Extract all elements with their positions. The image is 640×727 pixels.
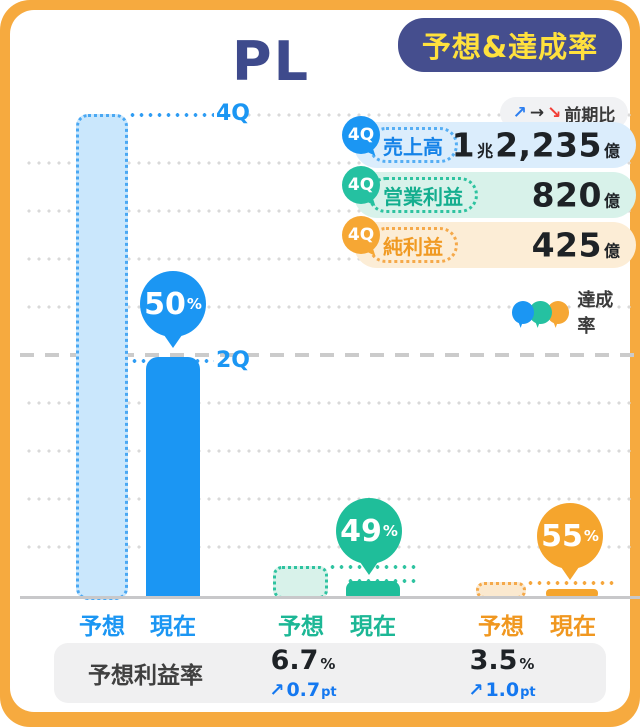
- page-title: PL: [232, 30, 310, 93]
- achievement-bubble-operating: 49 %: [336, 498, 402, 564]
- stat-value-sales: 1 兆 2,235 億: [452, 126, 622, 165]
- quarter-badge: 4Q: [342, 166, 380, 204]
- percent-sign: %: [320, 655, 336, 673]
- percent-sign: %: [519, 655, 535, 673]
- achievement-rate: 49: [340, 513, 382, 549]
- gridline: [24, 161, 636, 165]
- arrow-up-icon: ↗: [269, 680, 285, 701]
- value-unit-oku: 億: [603, 241, 620, 261]
- level-line-4q: [128, 113, 214, 117]
- gridline: [24, 449, 636, 453]
- gridline: [24, 257, 636, 261]
- forecast-achievement-badge: 予想&達成率: [398, 18, 622, 72]
- margin-col-net: 3.5 % ↗ 1.0 pt: [427, 646, 577, 704]
- value-number: 1: [451, 125, 476, 165]
- pt-unit: pt: [321, 685, 337, 700]
- margin-col-operating: 6.7 % ↗ 0.7 pt: [228, 646, 378, 704]
- bar-label-current: 現在: [550, 614, 596, 640]
- achievement-bubble-sales: 50 %: [140, 271, 206, 337]
- pt-unit: pt: [520, 685, 536, 700]
- level-line-forecast-net: [526, 581, 618, 585]
- bar-net-current: [546, 589, 598, 598]
- axis-label-4q: 4Q: [216, 101, 251, 126]
- margin-delta: ↗ 0.7 pt: [269, 679, 336, 704]
- forecast-margin-table: 予想利益率 6.7 % ↗ 0.7 pt 3.5 % ↗: [54, 643, 606, 703]
- value-number: 2,235: [495, 125, 602, 165]
- bar-label-current: 現在: [350, 614, 396, 640]
- orange-bubble-icon: [546, 300, 570, 324]
- bar-label-forecast: 予想: [79, 614, 125, 640]
- margin-table-label: 予想利益率: [88, 663, 203, 689]
- card-background: PL 予想&達成率 ↗ → ↘ 前期比 4Q 売上高 1 兆 2,235 億: [10, 10, 640, 712]
- achievement-rate: 50: [144, 286, 186, 322]
- bar-label-forecast: 予想: [478, 614, 524, 640]
- green-bubble-icon: [529, 300, 552, 324]
- margin-number: 3.5: [469, 645, 518, 676]
- stat-label-sales: 売上高: [368, 127, 458, 163]
- bar-operating-forecast: [273, 566, 328, 599]
- bar-sales-forecast: [76, 114, 128, 600]
- value-unit-oku: 億: [603, 191, 620, 211]
- value-unit-cho: 兆: [477, 141, 494, 161]
- stat-value-operating-profit: 820 億: [532, 176, 622, 215]
- quarter-badge: 4Q: [342, 216, 380, 254]
- margin-value: 6.7 %: [271, 646, 336, 679]
- percent-sign: %: [382, 522, 398, 540]
- achievement-legend: 達成率: [512, 286, 630, 338]
- halfway-dashed-line: [20, 353, 640, 357]
- gridline: [24, 497, 636, 501]
- delta-number: 1.0: [485, 679, 520, 701]
- margin-number: 6.7: [270, 645, 319, 676]
- gridline: [24, 545, 636, 549]
- value-number: 425: [531, 225, 602, 265]
- arrow-down-icon: ↘: [547, 103, 562, 123]
- arrow-up-icon: ↗: [512, 103, 527, 123]
- bar-sales-current: [146, 357, 200, 598]
- gridline: [244, 113, 636, 117]
- bar-label-forecast: 予想: [278, 614, 324, 640]
- stat-label-operating-profit: 営業利益: [368, 177, 478, 213]
- stat-row-operating-profit: 4Q 営業利益 820 億: [342, 166, 636, 218]
- level-line-2q: [76, 359, 214, 363]
- percent-sign: %: [186, 295, 202, 313]
- stat-row-net-profit: 4Q 純利益 425 億: [342, 216, 636, 268]
- gridline: [24, 305, 636, 309]
- value-number: 820: [531, 175, 602, 215]
- delta-number: 0.7: [286, 679, 321, 701]
- gridline: [24, 209, 636, 213]
- percent-sign: %: [583, 527, 599, 545]
- margin-value: 3.5 %: [470, 646, 535, 679]
- stat-value-net-profit: 425 億: [532, 226, 622, 265]
- chart-baseline: [20, 596, 640, 599]
- quarter-badge: 4Q: [342, 116, 380, 154]
- value-unit-oku: 億: [603, 141, 620, 161]
- stat-label-net-profit: 純利益: [368, 227, 458, 263]
- arrow-flat-icon: →: [529, 103, 545, 123]
- bar-label-current: 現在: [150, 614, 196, 640]
- prev-period-label: 前期比: [564, 105, 616, 126]
- axis-label-2q: 2Q: [216, 348, 251, 373]
- achievement-rate: 55: [541, 518, 583, 554]
- stat-row-sales: 4Q 売上高 1 兆 2,235 億: [342, 116, 636, 168]
- bar-operating-current: [346, 581, 400, 598]
- gridline: [24, 401, 636, 405]
- arrow-up-icon: ↗: [468, 680, 484, 701]
- blue-bubble-icon: [512, 300, 535, 324]
- margin-delta: ↗ 1.0 pt: [468, 679, 535, 704]
- achievement-bubble-net: 55 %: [537, 503, 603, 569]
- achievement-legend-label: 達成率: [577, 290, 614, 337]
